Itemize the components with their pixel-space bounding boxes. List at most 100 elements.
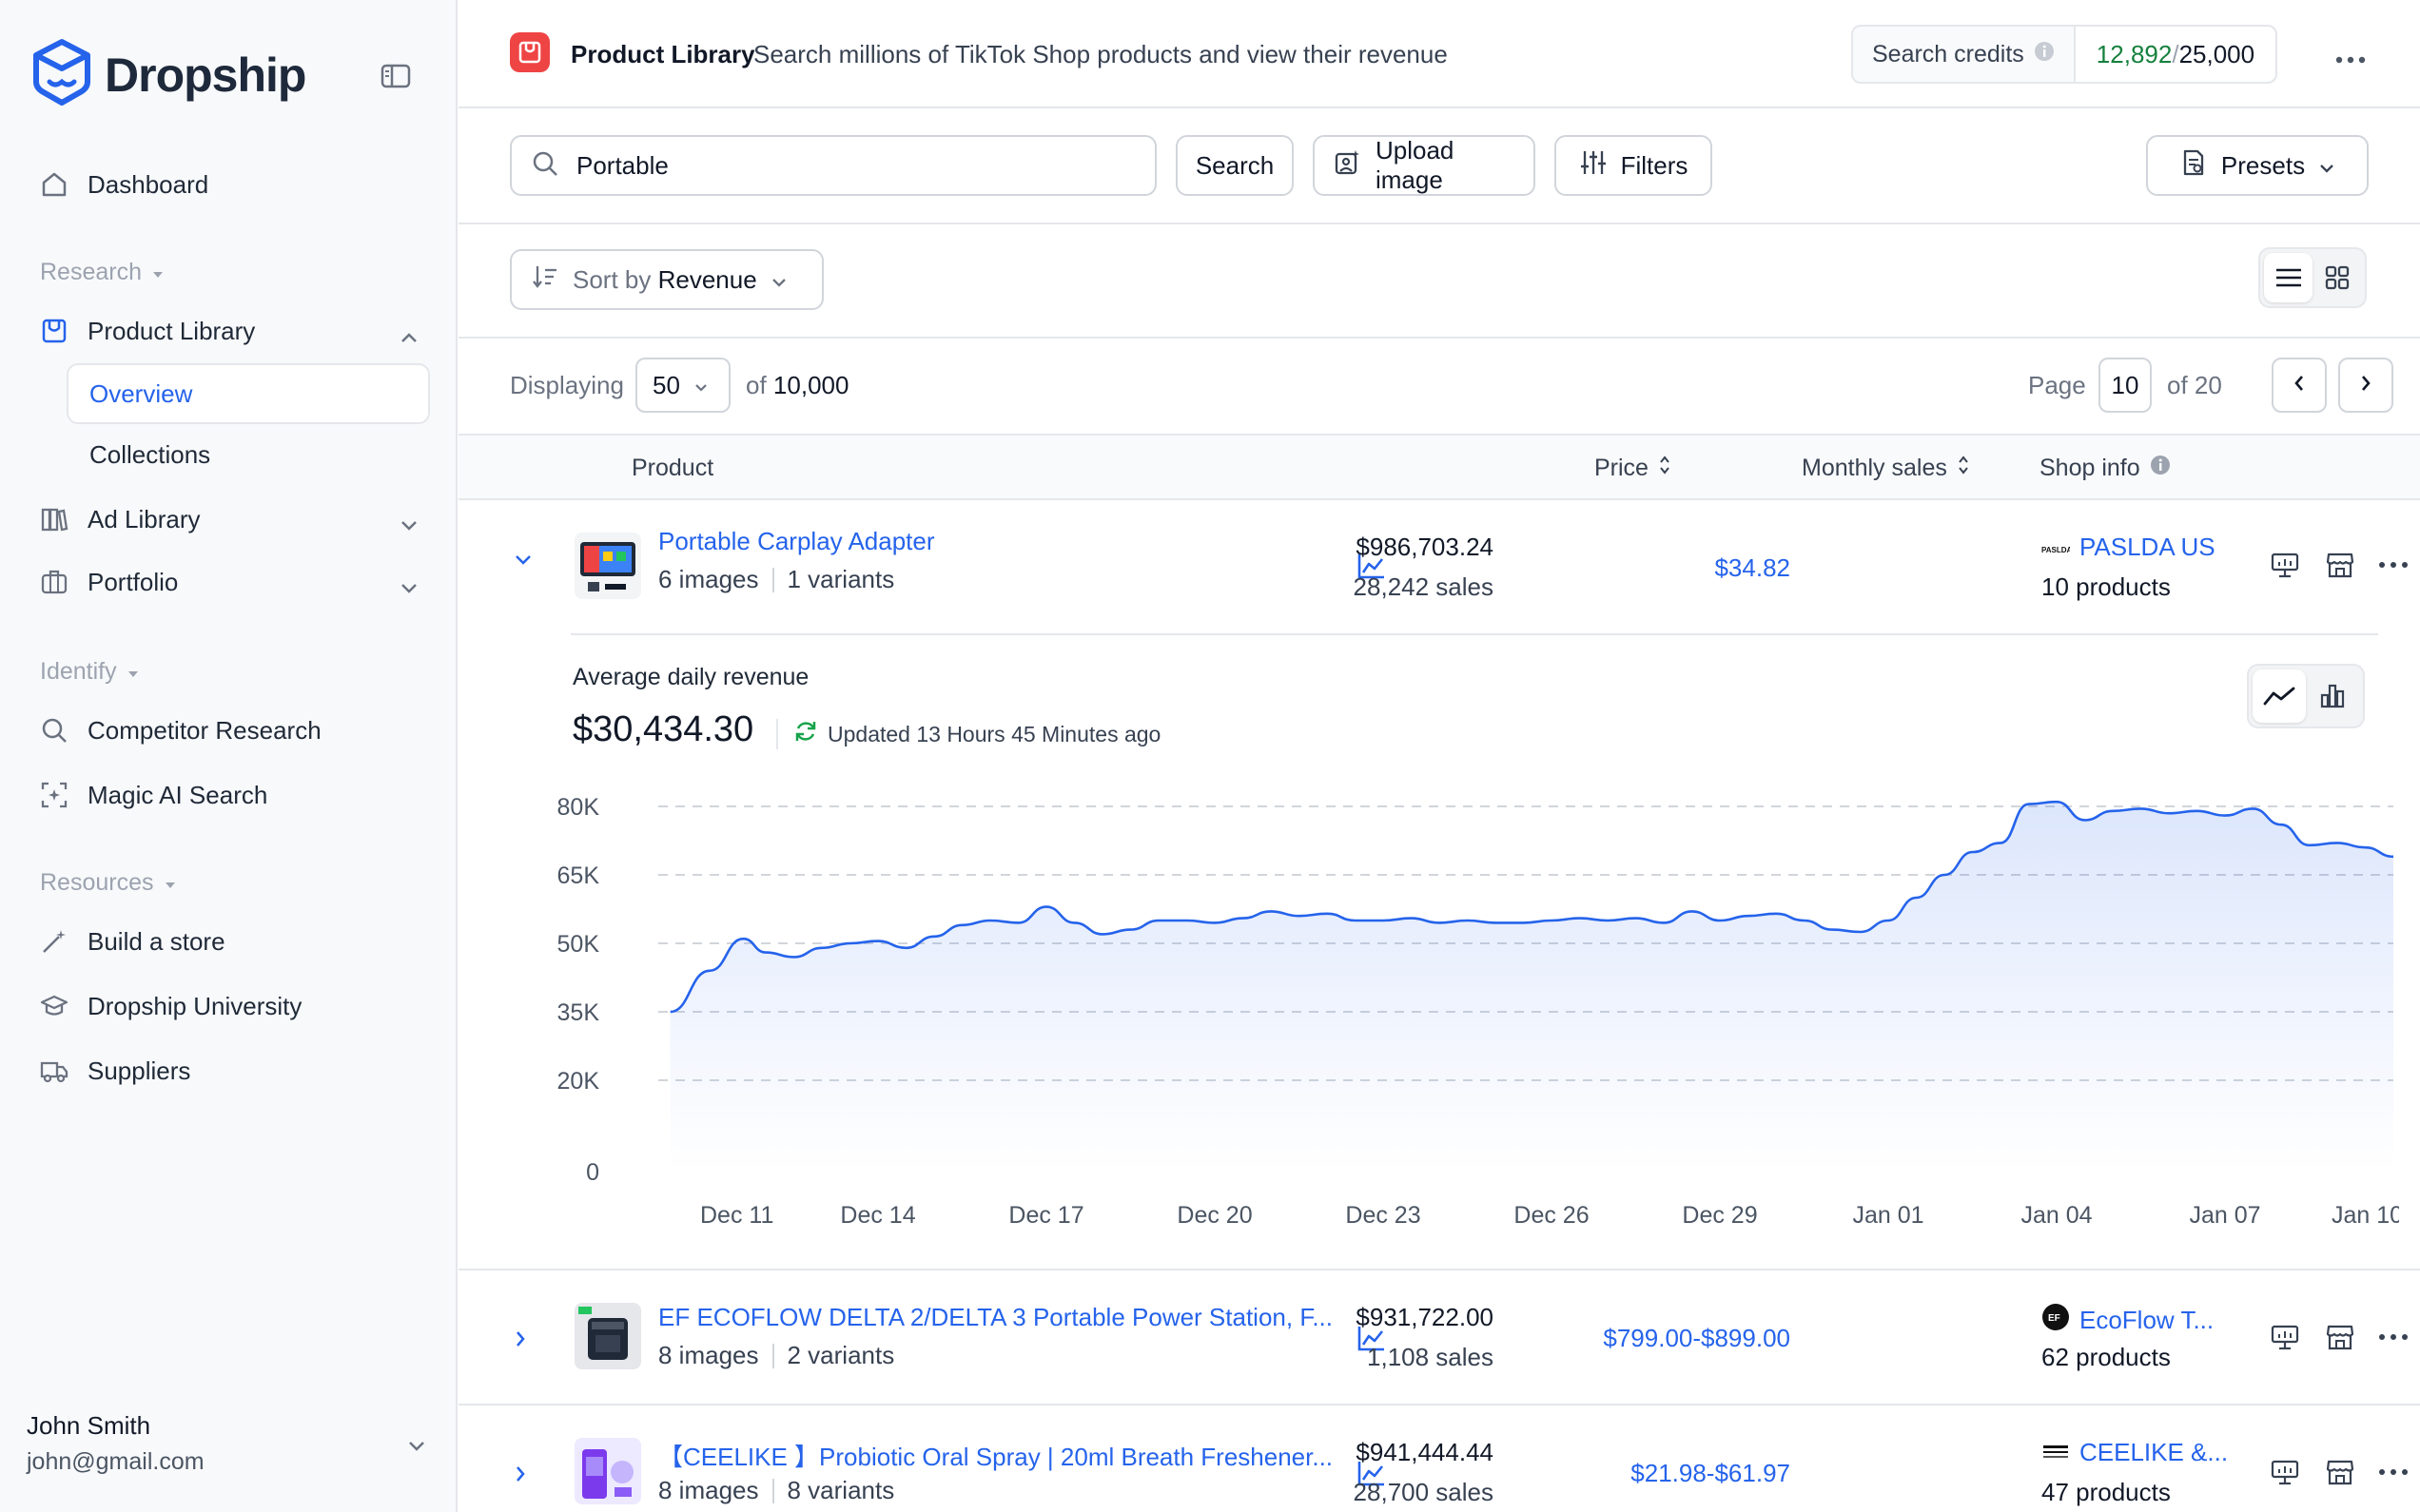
upload-image-button[interactable]: Upload image <box>1313 135 1535 196</box>
sort-dropdown[interactable]: Sort by Revenue <box>510 249 824 310</box>
top-bar: Product Library Search millions of TikTo… <box>459 0 2420 108</box>
sort-value: Revenue <box>657 264 757 294</box>
monthly-sales-count: 28,242 sales <box>1353 572 1493 601</box>
sidebar-item-dashboard[interactable]: Dashboard <box>38 158 419 211</box>
shop-logo-icon: PASLDA <box>2041 533 2073 562</box>
x-tick-label: Jan 01 <box>1852 1202 1923 1229</box>
presentation-icon[interactable] <box>2268 1320 2302 1354</box>
sidebar-item-ad-library[interactable]: Ad Library <box>38 493 419 546</box>
shop-link[interactable]: EF EcoFlow T... <box>2041 1303 2214 1338</box>
shop-link[interactable]: PASLDA PASLDA US <box>2041 533 2215 562</box>
product-name-link[interactable]: Portable Carplay Adapter <box>658 527 935 555</box>
search-input[interactable] <box>576 150 1109 181</box>
chevron-down-icon <box>2318 151 2335 181</box>
monthly-sales-count: 28,700 sales <box>1353 1478 1493 1506</box>
filters-button[interactable]: Filters <box>1554 135 1712 196</box>
sidebar-item-product-library[interactable]: Product Library <box>38 304 419 358</box>
sidebar-item-competitor-research[interactable]: Competitor Research <box>38 704 419 757</box>
product-name-link[interactable]: 【CEELIKE 】Probiotic Oral Spray | 20ml Br… <box>658 1443 1334 1471</box>
search-box[interactable] <box>510 135 1157 196</box>
sidebar-item-label: Competitor Research <box>88 715 322 745</box>
sidebar-item-label: Dashboard <box>88 169 209 199</box>
table-row[interactable]: EF ECOFLOW DELTA 2/DELTA 3 Portable Powe… <box>459 1270 2420 1404</box>
x-tick-label: Jan 10 <box>2332 1202 2399 1229</box>
product-price: $21.98-$61.97 <box>1630 1459 1790 1487</box>
bag-icon <box>38 315 70 347</box>
line-chart-icon[interactable] <box>1356 1459 1387 1492</box>
product-thumbnail[interactable] <box>575 533 641 599</box>
shop-link[interactable]: CEELIKE &... <box>2041 1438 2228 1467</box>
y-tick-label: 20K <box>557 1068 600 1095</box>
detail-title: Average daily revenue <box>573 664 810 690</box>
next-page-button[interactable] <box>2338 358 2393 413</box>
info-icon[interactable] <box>2034 41 2055 68</box>
section-resources[interactable]: Resources <box>40 869 177 897</box>
search-button[interactable]: Search <box>1176 135 1294 196</box>
chevron-down-icon <box>407 1440 426 1458</box>
more-options-icon[interactable] <box>2334 40 2367 72</box>
shop-logo-icon <box>2041 1438 2070 1467</box>
brand-logo[interactable]: Dropship <box>32 38 306 111</box>
column-price[interactable]: Price <box>1594 455 1671 482</box>
line-chart-icon[interactable] <box>1356 1324 1387 1357</box>
table-row[interactable]: 【CEELIKE 】Probiotic Oral Spray | 20ml Br… <box>459 1405 2420 1512</box>
list-view-icon[interactable] <box>2264 253 2313 302</box>
page-input[interactable]: 10 <box>2098 358 2152 413</box>
line-chart-icon[interactable] <box>1356 552 1387 585</box>
product-price: $799.00-$899.00 <box>1603 1324 1790 1352</box>
sidebar-collapse-icon[interactable] <box>381 63 411 89</box>
presets-button[interactable]: Presets <box>2146 135 2369 196</box>
sidebar-item-collections[interactable]: Collections <box>67 424 430 485</box>
sidebar-item-university[interactable]: Dropship University <box>38 979 419 1033</box>
column-monthly-sales[interactable]: Monthly sales <box>1802 455 1970 482</box>
store-icon[interactable] <box>2323 548 2357 582</box>
row-more-options-icon[interactable] <box>2376 1320 2410 1354</box>
sidebar-item-overview[interactable]: Overview <box>67 363 430 424</box>
section-identify[interactable]: Identify <box>40 658 140 686</box>
expand-row-icon[interactable] <box>514 1464 527 1488</box>
x-tick-label: Dec 20 <box>1177 1202 1252 1229</box>
expand-row-icon[interactable] <box>514 1329 527 1353</box>
sidebar-item-build-store[interactable]: Build a store <box>38 915 419 968</box>
product-thumbnail[interactable] <box>575 1303 641 1369</box>
presentation-icon[interactable] <box>2268 548 2302 582</box>
x-tick-label: Dec 11 <box>700 1202 773 1229</box>
sidebar-item-suppliers[interactable]: Suppliers <box>38 1044 419 1097</box>
user-menu[interactable]: John Smith john@gmail.com <box>27 1411 426 1476</box>
store-icon[interactable] <box>2323 1455 2357 1489</box>
shop-logo-icon: EF <box>2041 1303 2070 1338</box>
x-tick-label: Jan 04 <box>2020 1202 2092 1229</box>
product-name-link[interactable]: EF ECOFLOW DELTA 2/DELTA 3 Portable Powe… <box>658 1303 1333 1331</box>
store-icon[interactable] <box>2323 1320 2357 1354</box>
table-row[interactable]: Portable Carplay Adapter 6 images 1 varia… <box>459 500 2420 633</box>
sidebar-item-portfolio[interactable]: Portfolio <box>38 555 419 609</box>
page-label: Page <box>2028 371 2086 399</box>
column-shop-info: Shop info <box>2039 455 2171 482</box>
shop-products: 47 products <box>2041 1478 2171 1506</box>
product-library-icon <box>510 32 550 72</box>
product-thumbnail[interactable] <box>575 1438 641 1504</box>
monthly-revenue: $941,444.44 <box>1356 1438 1493 1466</box>
grid-view-icon[interactable] <box>2313 253 2361 302</box>
row-inner-divider <box>571 633 2378 635</box>
info-icon[interactable] <box>2150 455 2171 482</box>
credits-separator: / <box>2172 39 2179 68</box>
chevron-down-icon <box>693 371 709 400</box>
per-page-select[interactable]: 50 <box>635 358 731 413</box>
line-trend-icon[interactable] <box>2253 669 2306 723</box>
user-name: John Smith <box>27 1411 151 1440</box>
row-more-options-icon[interactable] <box>2376 548 2410 582</box>
meta-divider <box>771 567 774 592</box>
bar-chart-icon[interactable] <box>2306 669 2359 723</box>
truck-icon <box>38 1055 70 1087</box>
revenue-line <box>670 800 2394 1014</box>
row-more-options-icon[interactable] <box>2376 1455 2410 1489</box>
section-research[interactable]: Research <box>40 259 165 286</box>
svg-text:EF: EF <box>2048 1313 2060 1324</box>
product-meta: 6 images 1 variants <box>658 565 894 594</box>
sidebar-item-magic-ai-search[interactable]: Magic AI Search <box>38 768 419 822</box>
column-product: Product <box>632 455 714 481</box>
prev-page-button[interactable] <box>2272 358 2327 413</box>
collapse-row-icon[interactable] <box>514 553 533 572</box>
presentation-icon[interactable] <box>2268 1455 2302 1489</box>
